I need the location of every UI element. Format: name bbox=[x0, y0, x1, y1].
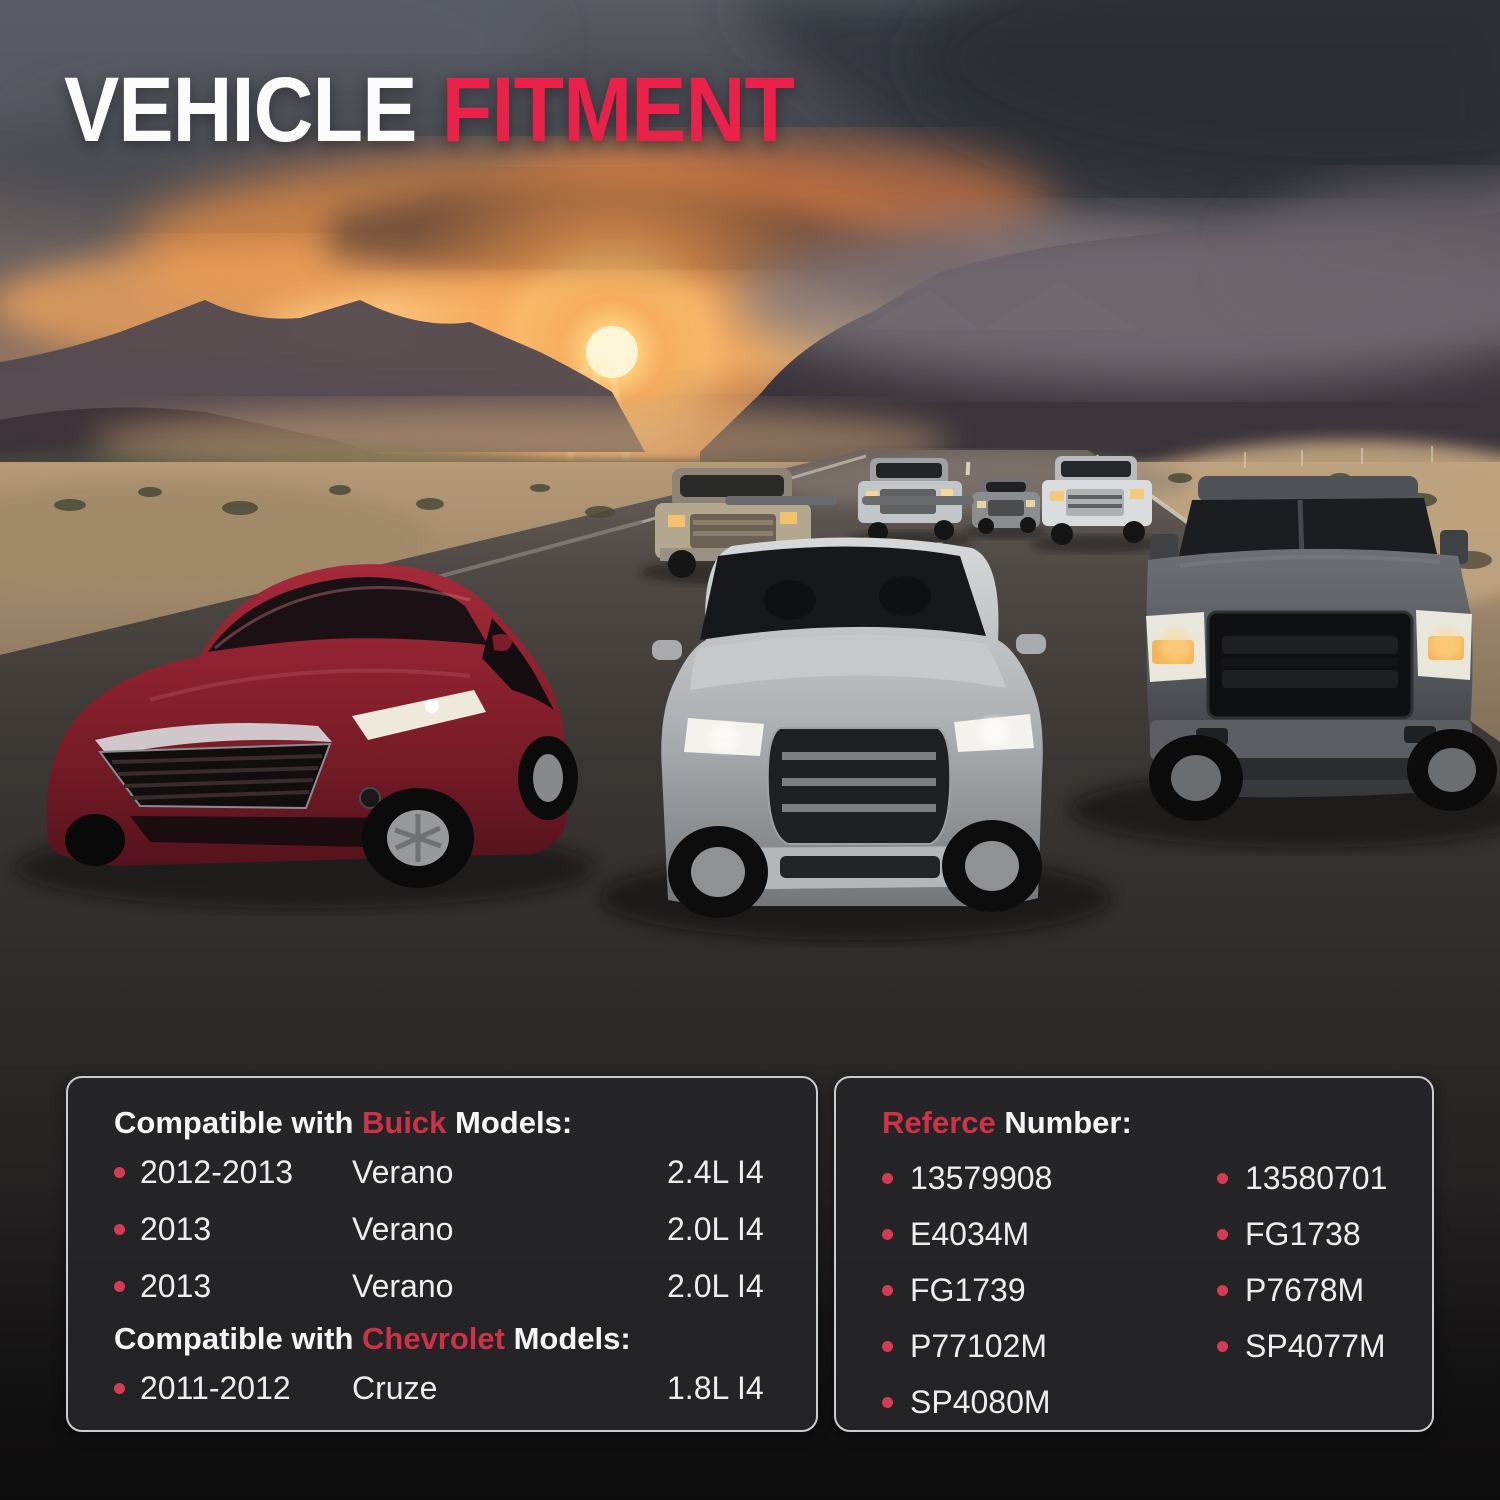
title-word-vehicle: VEHICLE bbox=[64, 59, 417, 161]
fitment-row: 2012-2013 Verano 2.4L I4 bbox=[114, 1144, 782, 1201]
fitment-row: 2013 Verano 2.0L I4 bbox=[114, 1258, 782, 1315]
reference-item: FG1739 bbox=[882, 1262, 1217, 1318]
reference-column-2: 13580701 FG1738 P7678M SP4077M bbox=[1217, 1150, 1412, 1430]
fitment-heading-chevrolet: Compatible with Chevrolet Models: bbox=[114, 1318, 782, 1360]
bullet-dot bbox=[1217, 1228, 1228, 1240]
red-sedan bbox=[15, 564, 595, 908]
bullet-dot bbox=[882, 1172, 893, 1184]
brand-buick: Buick bbox=[362, 1105, 447, 1140]
reference-word-rest: Number: bbox=[995, 1105, 1132, 1140]
title-word-fitment: FITMENT bbox=[441, 59, 795, 161]
heading-suffix: Models: bbox=[446, 1105, 573, 1140]
row-engine: 2.0L I4 bbox=[667, 1211, 764, 1247]
bullet-dot bbox=[1217, 1284, 1228, 1296]
row-years: 2011-2012 bbox=[140, 1370, 291, 1406]
bullet-dot bbox=[114, 1281, 125, 1292]
reference-item: P77102M bbox=[882, 1318, 1217, 1374]
fitment-heading-buick: Compatible with Buick Models: bbox=[114, 1102, 782, 1144]
row-model: Cruze bbox=[352, 1370, 438, 1406]
white-pickup bbox=[1030, 456, 1162, 553]
sedan-headlight bbox=[352, 690, 486, 740]
row-model: Verano bbox=[352, 1268, 454, 1304]
reference-item: 13580701 bbox=[1217, 1150, 1412, 1206]
row-engine: 2.4L I4 bbox=[667, 1154, 764, 1190]
bullet-dot bbox=[1217, 1172, 1228, 1184]
heading-prefix: Compatible with bbox=[114, 1321, 362, 1356]
bullet-dot bbox=[882, 1284, 893, 1296]
bullet-dot bbox=[114, 1224, 125, 1235]
bullet-dot bbox=[114, 1383, 125, 1394]
heading-suffix: Models: bbox=[504, 1321, 631, 1356]
row-years: 2012-2013 bbox=[140, 1154, 294, 1190]
reference-item: 13579908 bbox=[882, 1150, 1217, 1206]
row-engine: 2.0L I4 bbox=[667, 1268, 764, 1304]
silver-suv bbox=[600, 496, 1110, 940]
row-model: Verano bbox=[352, 1211, 454, 1247]
bullet-dot bbox=[882, 1396, 893, 1408]
heading-prefix: Compatible with bbox=[114, 1105, 362, 1140]
row-model: Verano bbox=[352, 1154, 454, 1190]
reference-item: SP4080M bbox=[882, 1374, 1217, 1430]
reference-item: FG1738 bbox=[1217, 1206, 1412, 1262]
fitment-row: 2013 Verano 2.0L I4 bbox=[114, 1201, 782, 1258]
reference-item: E4034M bbox=[882, 1206, 1217, 1262]
reference-word-red: Referce bbox=[882, 1105, 996, 1140]
reference-column-1: 13579908 E4034M FG1739 P77102M SP4080M bbox=[882, 1150, 1217, 1430]
reference-item: SP4077M bbox=[1217, 1318, 1412, 1374]
bullet-dot bbox=[882, 1340, 893, 1352]
reference-item: P7678M bbox=[1217, 1262, 1412, 1318]
row-engine: 1.8L I4 bbox=[667, 1370, 764, 1406]
fitment-panel: Compatible with Buick Models: 2012-2013 … bbox=[66, 1076, 818, 1432]
bullet-dot bbox=[1217, 1340, 1228, 1352]
fitment-row: 2011-2012 Cruze 1.8L I4 bbox=[114, 1360, 782, 1417]
reference-heading: Referce Number: bbox=[882, 1102, 1412, 1144]
reference-panel: Referce Number: 13579908 E4034M FG1739 P… bbox=[834, 1076, 1434, 1432]
bullet-dot bbox=[882, 1228, 893, 1240]
fence-posts bbox=[1244, 446, 1433, 468]
gray-pickup-truck bbox=[1070, 476, 1500, 848]
row-years: 2013 bbox=[140, 1268, 212, 1304]
gray-compact-car bbox=[964, 479, 1048, 539]
background-vehicles bbox=[640, 456, 1162, 585]
page-title: VEHICLE FITMENT bbox=[64, 58, 795, 163]
brand-chevrolet: Chevrolet bbox=[362, 1321, 505, 1356]
bullet-dot bbox=[114, 1167, 125, 1178]
row-years: 2013 bbox=[140, 1211, 212, 1247]
